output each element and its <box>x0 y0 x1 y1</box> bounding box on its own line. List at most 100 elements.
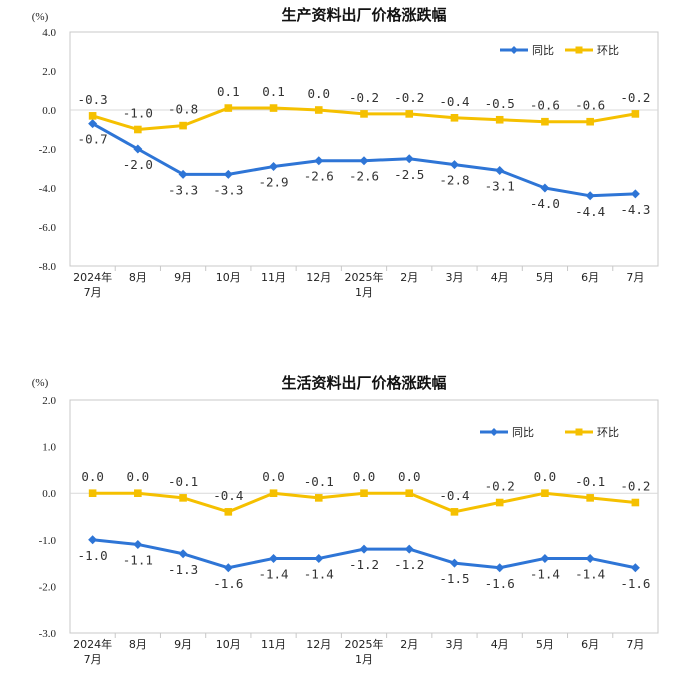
data-label-mom: -0.1 <box>304 474 334 489</box>
x-tick-label: 6月 <box>581 271 599 284</box>
data-point-mom <box>360 489 368 497</box>
y-tick-label: -6.0 <box>39 222 57 234</box>
x-tick-label: 7月 <box>626 271 644 284</box>
data-label-yoy: -1.4 <box>304 566 334 581</box>
data-point-yoy <box>585 191 595 201</box>
data-label-yoy: -3.3 <box>213 182 243 197</box>
data-point-mom <box>631 110 640 118</box>
y-tick-label: 4.0 <box>42 27 56 39</box>
data-label-mom: 0.0 <box>307 86 330 101</box>
x-tick-label: 8月 <box>129 271 147 284</box>
data-point-yoy <box>88 119 98 129</box>
data-point-mom <box>586 117 594 126</box>
legend-marker <box>510 46 518 54</box>
data-point-yoy <box>178 169 188 179</box>
y-tick-label: 0.0 <box>42 105 56 117</box>
data-point-mom <box>314 494 323 502</box>
data-label-yoy: -1.6 <box>485 576 515 591</box>
data-point-mom <box>541 117 549 126</box>
data-point-yoy <box>495 563 505 573</box>
data-label-mom: 0.0 <box>81 469 104 484</box>
chart-title: 生活资料出厂价格涨跌幅 <box>281 374 446 392</box>
x-tick-label: 11月 <box>261 638 286 651</box>
y-axis-unit: (%) <box>32 377 49 389</box>
x-tick-label: 2月 <box>400 271 418 284</box>
y-tick-label: 1.0 <box>42 442 56 454</box>
x-tick-label: 7月 <box>84 653 102 666</box>
legend-label: 同比 <box>532 44 554 57</box>
data-point-yoy <box>585 553 595 563</box>
data-label-yoy: -1.0 <box>78 548 108 563</box>
data-label-mom: -0.2 <box>485 479 515 494</box>
data-label-mom: -0.4 <box>439 94 469 109</box>
data-label-yoy: -2.9 <box>258 175 288 190</box>
data-point-yoy <box>269 553 279 563</box>
data-label-yoy: -1.2 <box>394 557 424 572</box>
data-label-mom: -0.2 <box>349 90 379 105</box>
x-tick-label: 2024年 <box>73 637 112 651</box>
x-tick-label: 4月 <box>491 271 509 284</box>
x-tick-label: 12月 <box>306 271 331 284</box>
y-tick-label: -2.0 <box>39 581 57 593</box>
data-point-yoy <box>314 553 324 563</box>
data-point-yoy <box>404 154 414 164</box>
data-label-yoy: -1.4 <box>258 566 288 581</box>
x-tick-label: 2025年 <box>345 270 384 284</box>
data-point-yoy <box>223 563 233 573</box>
data-label-mom: -0.2 <box>620 90 650 105</box>
data-point-mom <box>179 494 187 502</box>
data-point-yoy <box>133 144 143 154</box>
data-label-mom: 0.0 <box>127 469 150 484</box>
data-point-mom <box>450 114 459 122</box>
data-point-mom <box>631 498 640 507</box>
chart-2: 生活资料出厂价格涨跌幅 (%) 2.0 1.0 0.0 -1.0 -2.0 -3.0 2024年… <box>32 374 659 666</box>
data-point-mom <box>269 104 278 112</box>
data-point-yoy <box>449 558 459 568</box>
x-tick-label: 1月 <box>355 286 373 299</box>
chart-1: 生产资料出厂价格涨跌幅 (%) 4.0 2.0 0.0 -2.0 -4.0 -6.0 -8.0 2… <box>32 6 659 299</box>
x-tick-label: 2024年 <box>73 270 112 284</box>
x-tick-label: 12月 <box>306 638 331 651</box>
data-point-mom <box>450 508 459 516</box>
data-point-mom <box>360 110 368 118</box>
y-tick-label: -1.0 <box>39 535 57 547</box>
data-label-yoy: -2.5 <box>394 167 424 182</box>
x-tick-label: 5月 <box>536 271 554 284</box>
data-label-mom: -0.8 <box>168 102 198 117</box>
data-point-yoy <box>630 563 640 573</box>
data-point-mom <box>495 115 504 124</box>
y-tick-label: 2.0 <box>42 66 56 78</box>
data-point-yoy <box>359 156 369 166</box>
data-point-yoy <box>133 539 143 549</box>
data-point-yoy <box>269 162 279 172</box>
x-tick-label: 10月 <box>216 271 241 284</box>
data-label-yoy: -1.1 <box>123 552 153 567</box>
legend-marker <box>575 428 583 436</box>
data-label-yoy: -4.3 <box>620 202 650 217</box>
data-label-yoy: -1.4 <box>575 566 605 581</box>
data-label-yoy: -4.4 <box>575 204 605 219</box>
data-label-mom: -0.3 <box>78 92 108 107</box>
legend-marker <box>575 46 583 54</box>
data-point-mom <box>88 112 97 120</box>
data-label-yoy: -2.0 <box>123 157 153 172</box>
x-tick-label: 7月 <box>84 286 102 299</box>
x-tick-label: 9月 <box>174 271 192 284</box>
data-label-yoy: -2.6 <box>304 169 334 184</box>
data-point-yoy <box>540 183 550 193</box>
data-label-yoy: -1.5 <box>439 571 469 586</box>
data-point-mom <box>224 508 233 516</box>
data-point-mom <box>179 121 187 130</box>
x-tick-label: 1月 <box>355 653 373 666</box>
data-point-mom <box>405 489 414 497</box>
data-label-mom: 0.0 <box>262 469 285 484</box>
data-label-yoy: -3.1 <box>485 178 515 193</box>
data-label-yoy: -2.8 <box>439 173 469 188</box>
data-label-yoy: -1.6 <box>620 576 650 591</box>
data-label-mom: -0.4 <box>213 488 243 503</box>
data-label-yoy: -1.6 <box>213 576 243 591</box>
x-tick-label: 10月 <box>216 638 241 651</box>
data-label-mom: 0.1 <box>217 84 240 99</box>
data-label-mom: -0.1 <box>168 474 198 489</box>
